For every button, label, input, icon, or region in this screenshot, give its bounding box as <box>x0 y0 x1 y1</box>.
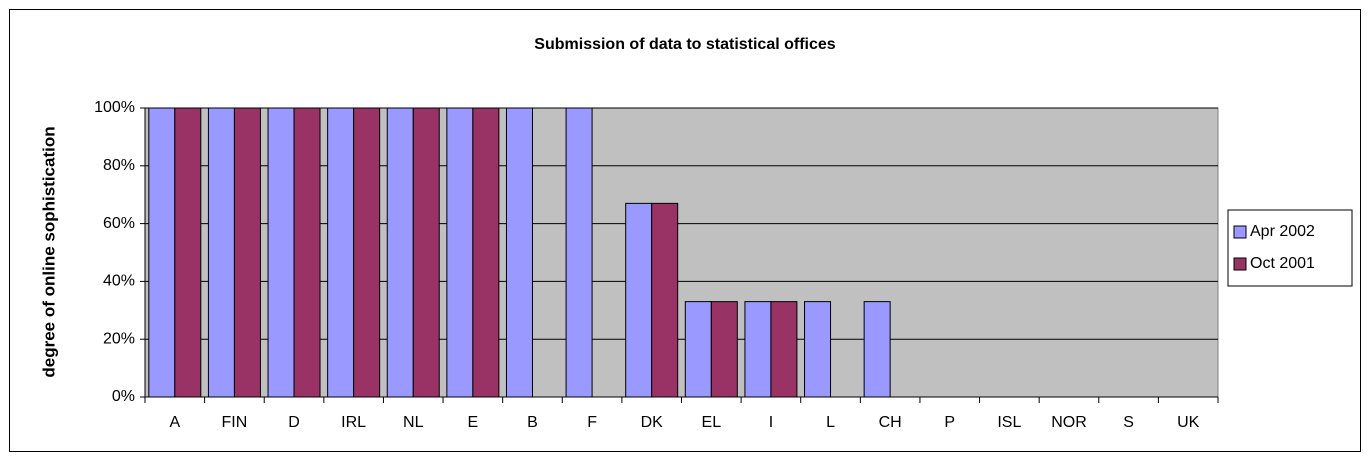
x-tick-label: ISL <box>997 414 1021 431</box>
bar <box>293 107 321 398</box>
bar <box>386 107 414 398</box>
legend-swatch <box>1233 257 1247 271</box>
bar <box>148 107 176 398</box>
bar <box>804 301 832 398</box>
bar <box>863 301 891 398</box>
bar <box>770 301 798 398</box>
x-tick-label: NOR <box>1051 414 1087 431</box>
bar <box>207 107 235 398</box>
legend-swatch <box>1233 225 1247 239</box>
legend-label: Oct 2001 <box>1250 255 1315 272</box>
bar <box>710 301 738 398</box>
x-tick-label: P <box>944 414 955 431</box>
x-tick-label: IRL <box>341 414 366 431</box>
bar <box>446 107 474 398</box>
x-tick-label: I <box>769 414 773 431</box>
x-tick-label: FIN <box>222 414 248 431</box>
x-tick-label: DK <box>641 414 664 431</box>
y-tick-label: 40% <box>103 273 135 290</box>
y-axis-title: degree of online sophistication <box>39 126 58 377</box>
bar <box>327 107 355 398</box>
legend <box>1227 209 1353 287</box>
bar <box>174 107 202 398</box>
y-tick-label: 80% <box>103 157 135 174</box>
bar <box>412 107 440 398</box>
x-tick-label: A <box>169 414 180 431</box>
bar <box>625 202 653 398</box>
y-tick-label: 100% <box>94 99 135 116</box>
y-tick-label: 60% <box>103 215 135 232</box>
y-tick-label: 20% <box>103 330 135 347</box>
plot-area <box>144 107 1219 398</box>
x-tick-label: B <box>527 414 538 431</box>
x-tick-label: D <box>288 414 300 431</box>
chart-title: Submission of data to statistical office… <box>534 36 835 53</box>
y-tick-label: 0% <box>112 388 135 405</box>
bar <box>267 107 295 398</box>
bar <box>472 107 500 398</box>
bar <box>353 107 381 398</box>
x-tick-label: S <box>1123 414 1134 431</box>
x-tick-label: EL <box>702 414 722 431</box>
x-tick-label: CH <box>879 414 902 431</box>
x-tick-label: NL <box>403 414 424 431</box>
bar <box>505 107 533 398</box>
legend-label: Apr 2002 <box>1250 223 1315 240</box>
bar <box>565 107 593 398</box>
x-tick-label: F <box>587 414 597 431</box>
x-tick-label: L <box>826 414 835 431</box>
bar <box>651 202 679 398</box>
x-tick-label: UK <box>1177 414 1200 431</box>
bar <box>744 301 772 398</box>
bar <box>233 107 261 398</box>
bar <box>684 301 712 398</box>
x-tick-label: E <box>468 414 479 431</box>
